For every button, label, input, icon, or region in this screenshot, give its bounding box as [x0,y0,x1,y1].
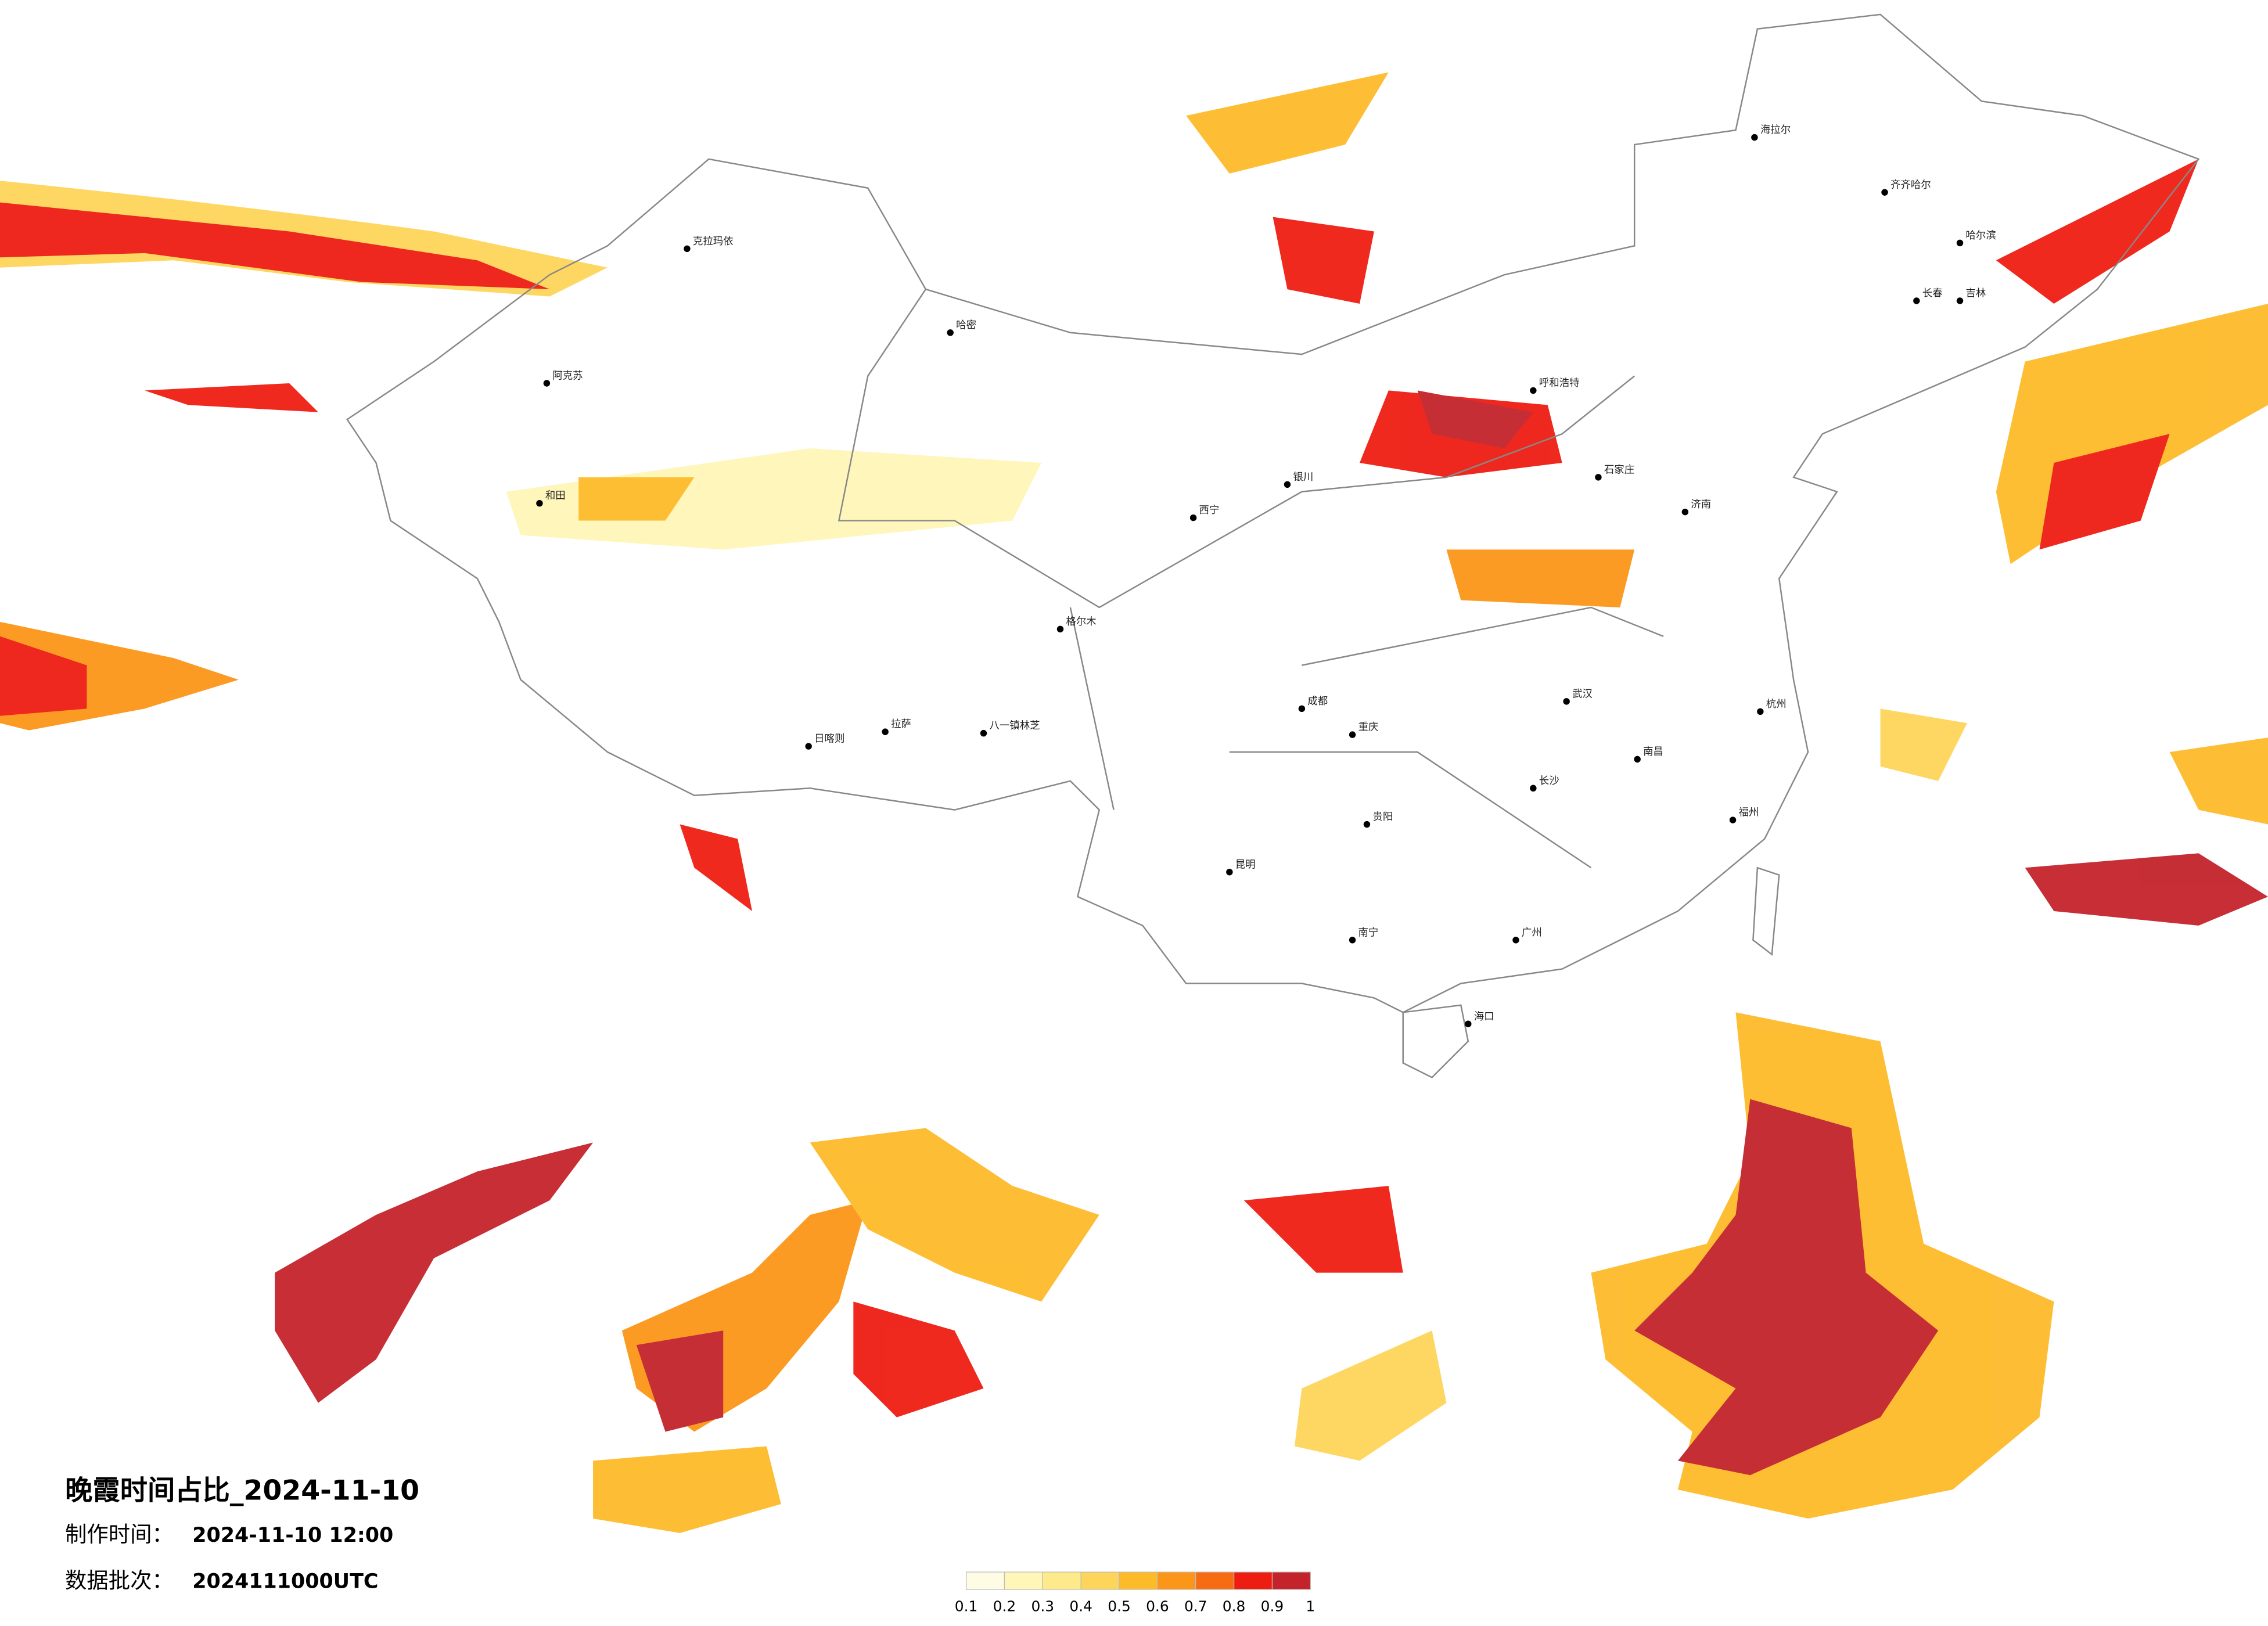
city-label: 齐齐哈尔 [1890,179,1931,191]
city-dot [1284,481,1291,488]
city-label: 重庆 [1358,722,1379,733]
legend-tick-label: 0.8 [1223,1598,1246,1614]
city-dot [1563,698,1570,705]
batch-label: 数据批次： [65,1568,174,1593]
color-legend: 0.1 0.2 0.3 0.4 0.5 0.6 0.7 0.8 0.9 1 [955,1571,1315,1614]
city-dot [805,743,812,750]
legend-swatch [1271,1571,1311,1590]
city-label: 石家庄 [1604,464,1634,476]
city-dot [684,245,691,253]
legend-tick-label: 0.9 [1261,1598,1284,1614]
legend-tick-label: 1 [1306,1598,1315,1614]
city-dot [1757,708,1764,715]
legend-tick-label: 0.1 [955,1598,978,1614]
city-dot [1349,937,1356,944]
batch-value: 2024111000UTC [192,1570,378,1593]
city-dot [947,329,954,336]
city-dot [536,499,543,507]
city-label: 格尔木 [1066,616,1096,628]
legend-tick-label: 0.4 [1069,1598,1092,1614]
country-outline [346,13,2200,1078]
city-label: 呼和浩特 [1539,377,1580,389]
city-dot [1349,731,1356,738]
city-label: 八一镇林芝 [989,720,1040,732]
city-label: 日喀则 [814,733,844,745]
city-label: 广州 [1522,927,1542,938]
city-dot [1595,474,1602,481]
city-label: 长沙 [1539,775,1559,787]
city-dot [980,729,987,737]
made-label: 制作时间： [65,1521,174,1547]
legend-swatch [1004,1571,1043,1590]
city-label: 南宁 [1358,927,1379,938]
city-label: 长春 [1922,288,1943,300]
legend-tick-label: 0.2 [993,1598,1016,1614]
city-label: 拉萨 [891,719,911,731]
city-label: 西宁 [1199,505,1220,516]
legend-swatch [1233,1571,1273,1590]
legend-tick-label: 0.3 [1031,1598,1055,1614]
city-dot [1363,821,1371,828]
legend-swatch [1080,1571,1120,1590]
city-dot [1530,785,1537,792]
legend-tick-label: 0.6 [1146,1598,1169,1614]
city-dot [543,380,551,387]
legend-swatch [965,1571,1005,1590]
city-dot [1634,756,1641,763]
city-dot [1956,297,1964,304]
made-value: 2024-11-10 12:00 [192,1524,393,1547]
city-dot [1751,134,1758,141]
legend-tick-label: 0.5 [1108,1598,1131,1614]
city-dot [1913,297,1920,304]
city-label: 克拉玛依 [693,236,734,247]
city-label: 南昌 [1643,746,1663,758]
city-label: 哈密 [956,319,976,331]
city-dot [1881,189,1888,196]
city-label: 昆明 [1235,859,1256,870]
city-dot [1189,514,1197,521]
legend-swatch [1042,1571,1081,1590]
city-label: 贵阳 [1372,811,1393,823]
heat-layer [0,72,2268,1533]
city-label: 福州 [1739,807,1759,819]
city-label: 济南 [1691,499,1711,510]
map-title: 晚霞时间占比_2024-11-10 [65,1475,419,1507]
city-label: 成都 [1307,696,1328,707]
legend-tick-label: 0.7 [1184,1598,1207,1614]
city-label: 杭州 [1766,699,1787,710]
city-dot [1512,937,1519,944]
legend-swatch [1119,1571,1158,1590]
city-dot [1226,869,1233,876]
legend-swatch [1195,1571,1235,1590]
legend-swatch [1157,1571,1196,1590]
city-label: 吉林 [1965,288,1986,300]
city-label: 阿克苏 [552,370,583,382]
city-dot [882,728,889,735]
city-dot [1729,816,1737,823]
city-label: 武汉 [1572,688,1593,700]
city-dot [1681,508,1689,516]
city-label: 海口 [1474,1011,1494,1023]
city-dot [1056,625,1064,633]
city-label: 银川 [1293,472,1313,483]
city-dot [1956,239,1964,247]
city-label: 哈尔滨 [1965,230,1996,242]
city-dot [1298,705,1306,713]
city-label: 和田 [545,490,566,502]
city-dot [1465,1020,1472,1027]
city-dot [1530,387,1537,394]
city-label: 海拉尔 [1760,124,1791,136]
